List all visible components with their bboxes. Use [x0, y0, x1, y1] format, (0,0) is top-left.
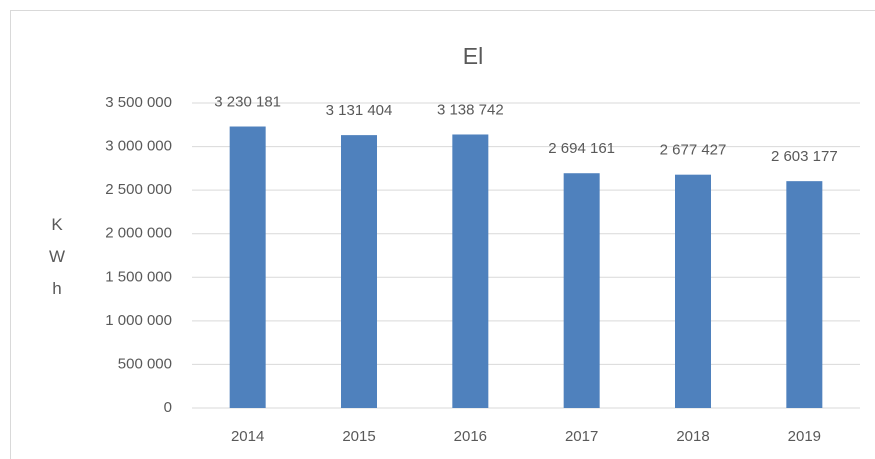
x-tick-label: 2018	[676, 428, 709, 445]
bar	[229, 126, 266, 408]
x-tick-label: 2014	[231, 428, 264, 445]
x-tick-label: 2019	[788, 428, 821, 445]
y-tick-label: 1 000 000	[105, 312, 172, 329]
y-tick-label: 3 500 000	[105, 94, 172, 111]
bar	[786, 181, 823, 408]
x-tick-label: 2015	[342, 428, 375, 445]
bar	[341, 135, 377, 408]
bar	[563, 173, 600, 408]
y-tick-label: 1 500 000	[105, 268, 172, 285]
bar	[675, 174, 711, 408]
x-tick-label: 2017	[565, 428, 598, 445]
value-label: 2 677 427	[660, 142, 727, 159]
bar	[452, 134, 489, 408]
x-tick-label: 2016	[454, 428, 487, 445]
value-label: 3 138 742	[437, 101, 504, 118]
chart-title: El	[463, 43, 483, 69]
y-tick-label: 2 500 000	[105, 181, 172, 198]
y-tick-label: 0	[164, 399, 172, 416]
value-label: 2 603 177	[771, 148, 838, 165]
value-label: 3 230 181	[214, 93, 281, 110]
value-label: 2 694 161	[548, 140, 615, 157]
y-tick-label: 3 000 000	[105, 138, 172, 155]
chart-border	[10, 10, 875, 459]
y-tick-label: 2 000 000	[105, 225, 172, 242]
value-label: 3 131 404	[326, 102, 393, 119]
y-tick-label: 500 000	[118, 355, 172, 372]
